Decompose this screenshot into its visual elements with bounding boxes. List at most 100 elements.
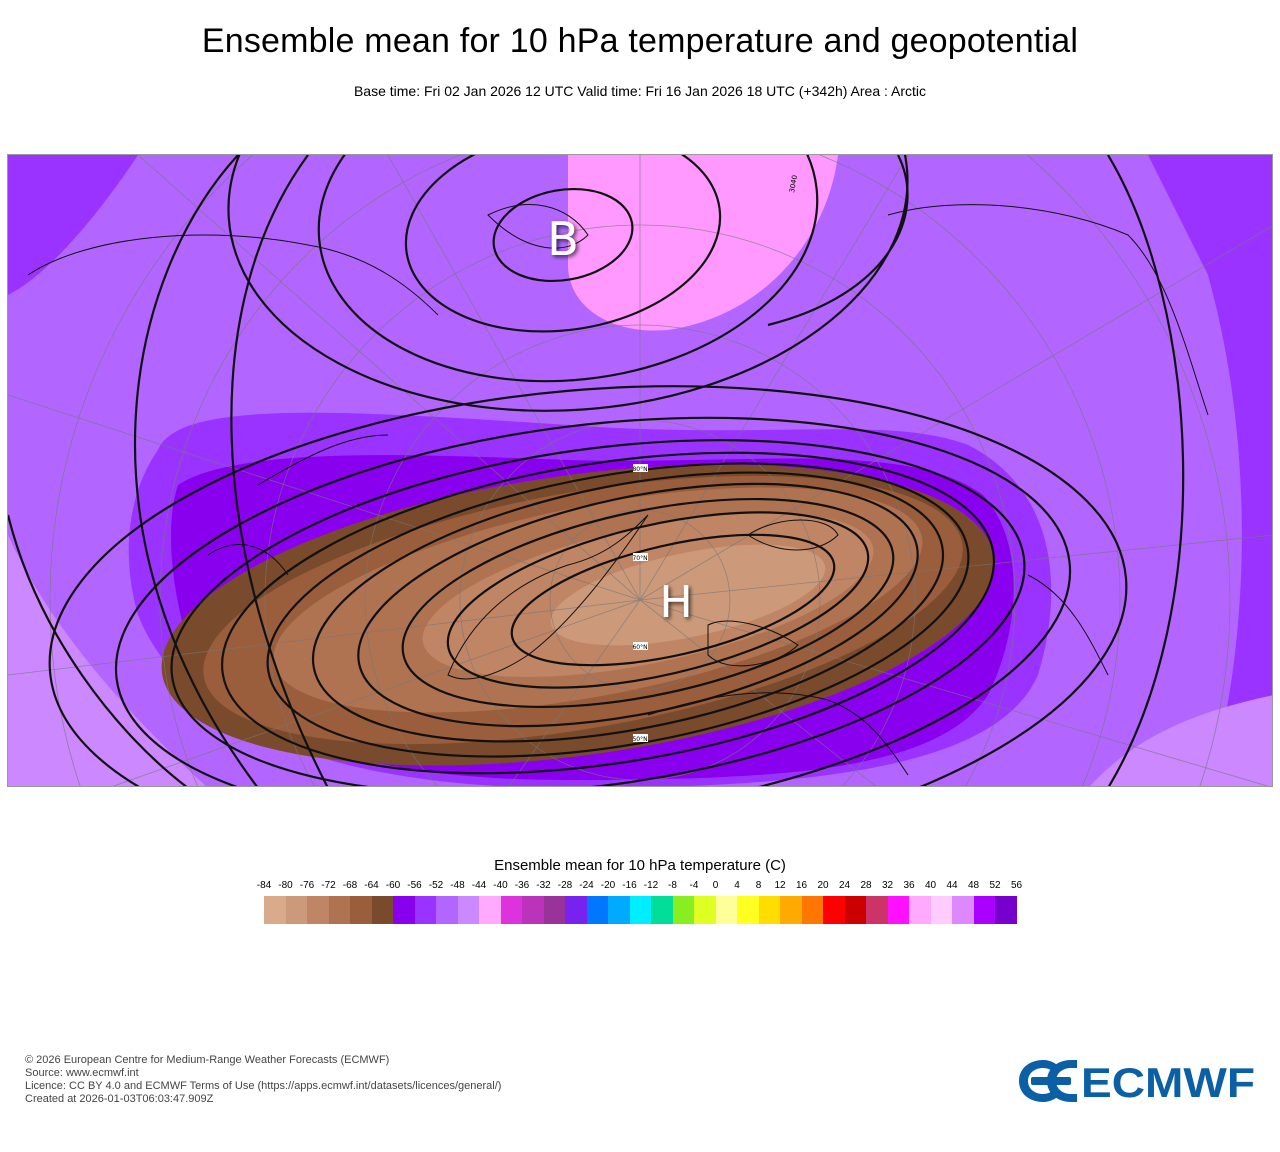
- page-title: Ensemble mean for 10 hPa temperature and…: [201, 22, 1079, 60]
- lat-label-80: 80°N: [632, 466, 647, 473]
- legend-swatch: [543, 896, 565, 924]
- lat-label-60: 60°N: [632, 644, 647, 651]
- legend-swatch: [930, 896, 952, 924]
- legend-tick-labels: -84 -80 -76 -72 -68 -64 -60 -56 -52 -48 -44 -40 -36-…: [0, 880, 1280, 894]
- legend-tick: -16: [622, 880, 637, 891]
- legend-tick: 12: [774, 880, 786, 891]
- contour-low-1: [492, 187, 634, 283]
- legend-tick: -44: [471, 880, 487, 891]
- legend-tick: -48: [450, 880, 465, 891]
- legend-tick: -24: [579, 880, 594, 891]
- geopotential-contours: [8, 155, 1185, 786]
- legend-tick: 24: [838, 880, 851, 891]
- high-centre-label: H: [659, 577, 692, 628]
- legend-tick: -64: [364, 880, 379, 891]
- contour-high-9: [114, 416, 1072, 786]
- contour-east: [1107, 155, 1185, 786]
- legend-tick: 4: [734, 880, 740, 891]
- contour-far-west: [8, 514, 188, 786]
- legend-swatch: [801, 896, 823, 924]
- legend-swatch: [909, 896, 931, 924]
- temperature-band-west: [8, 155, 138, 295]
- temperature-band-southeast: [1089, 695, 1272, 786]
- legend-tick: -56: [407, 880, 422, 891]
- legend-tick: -28: [557, 880, 573, 891]
- legend-title: Ensemble mean for 10 hPa temperature (C): [494, 857, 786, 874]
- legend-tick: -40: [493, 880, 508, 891]
- legend-tick: -20: [600, 880, 616, 891]
- legend-tick: -36: [514, 880, 530, 891]
- contour-high-3: [401, 497, 895, 709]
- legend-tick: -8: [668, 880, 677, 891]
- footer: © 2026 European Centre for Medium-Range …: [25, 1054, 501, 1106]
- legend-swatch: [694, 896, 716, 924]
- latitude-labels: 80°N 70°N 60°N 50°N: [632, 464, 648, 743]
- ecmwf-logo: ECMWF: [1017, 1058, 1257, 1106]
- legend-swatch: [887, 896, 909, 924]
- legend-swatch: [952, 896, 974, 924]
- legend-tick: -76: [299, 880, 315, 891]
- low-centre-label: B: [547, 212, 579, 266]
- legend-swatch: [371, 896, 393, 924]
- contour-high-5: [311, 471, 945, 743]
- contour-high-8: [170, 439, 1026, 786]
- legend-swatch: [328, 896, 350, 924]
- legend-tick: 16: [795, 880, 808, 891]
- footer-created: Created at 2026-01-03T06:03:47.909Z: [25, 1093, 214, 1105]
- temperature-band-east: [1148, 155, 1272, 786]
- legend-tick: 0: [712, 880, 719, 891]
- legend-tick: 48: [967, 880, 980, 891]
- legend-swatch: [629, 896, 651, 924]
- legend-swatch: [651, 896, 673, 924]
- contour-high-10: [48, 385, 1128, 786]
- contour-high-2: [446, 511, 870, 689]
- legend-swatch: [457, 896, 479, 924]
- contour-high-6: [266, 462, 970, 758]
- legend-tick: -52: [428, 880, 444, 891]
- legend-swatch: [285, 896, 307, 924]
- legend-tick: -12: [643, 880, 659, 891]
- legend-swatch: [479, 896, 501, 924]
- footer-licence: Licence: CC BY 4.0 and ECMWF Terms of Us…: [25, 1080, 502, 1092]
- legend-tick: 36: [903, 880, 915, 891]
- legend-swatch: [414, 896, 436, 924]
- contour-low-4: [227, 155, 909, 412]
- footer-copyright: © 2026 European Centre for Medium-Range …: [25, 1054, 390, 1066]
- ecmwf-logo-text: ECMWF: [1081, 1059, 1255, 1104]
- legend-tick: 52: [989, 880, 1001, 891]
- legend-tick: 56: [1010, 880, 1023, 891]
- legend-tick: 32: [881, 880, 894, 891]
- legend-tick: 40: [924, 880, 937, 891]
- temperature-band-southwest: [8, 535, 206, 786]
- legend-tick: 20: [817, 880, 829, 891]
- legend-swatch: [586, 896, 608, 924]
- legend-swatch: [393, 896, 415, 924]
- legend-swatch: [522, 896, 544, 924]
- legend-tick: -4: [689, 880, 699, 891]
- legend-swatch: [436, 896, 458, 924]
- contour-low-2: [404, 155, 722, 333]
- legend-swatch: [823, 896, 845, 924]
- contour-high-4: [357, 482, 919, 728]
- legend-swatch: [715, 896, 737, 924]
- legend-swatch: [758, 896, 780, 924]
- arctic-map[interactable]: 80°N 70°N 60°N 50°N 3040 B H: [7, 154, 1273, 787]
- lat-label-70: 70°N: [632, 555, 647, 562]
- legend-swatch: [973, 896, 995, 924]
- legend-swatch: [264, 896, 286, 924]
- lat-label-50: 50°N: [632, 736, 647, 743]
- page-subtitle: Base time: Fri 02 Jan 2026 12 UTC Valid …: [353, 83, 927, 99]
- legend-tick: 44: [946, 880, 958, 891]
- contour-high-1: [510, 533, 836, 667]
- legend-swatch: [672, 896, 694, 924]
- legend-swatch: [737, 896, 759, 924]
- footer-source: Source: www.ecmwf.int: [25, 1067, 139, 1079]
- map-canvas: 80°N 70°N 60°N 50°N 3040 B H: [8, 155, 1272, 786]
- legend-tick: 8: [755, 880, 762, 891]
- legend-tick: 28: [860, 880, 872, 891]
- ecmwf-logo-graphic: ECMWF: [1019, 1059, 1255, 1106]
- contour-east-inner: [767, 155, 909, 327]
- ecmwf-logo-mark: [1019, 1060, 1077, 1102]
- contour-west-outer: [133, 155, 258, 786]
- contour-low-3: [317, 155, 819, 383]
